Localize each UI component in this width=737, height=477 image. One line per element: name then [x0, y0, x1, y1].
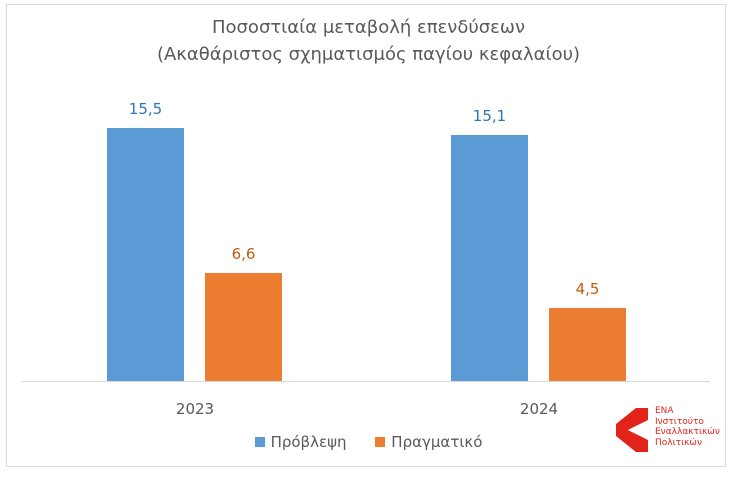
ena-logo-icon: [616, 408, 648, 452]
data-label-forecast-2023: 15,5: [128, 100, 163, 118]
bar-actual-2024: [549, 308, 626, 381]
logo-text: ΕΝΑ Ινστιτούτο Εναλλακτικών Πολιτικών: [655, 406, 720, 448]
data-label-forecast-2024: 15,1: [472, 107, 507, 125]
legend-swatch-forecast: [254, 437, 265, 447]
legend-swatch-actual: [375, 437, 386, 447]
chart-title: Ποσοστιαία μεταβολή επενδύσεων (Ακαθάρισ…: [0, 14, 737, 68]
legend-item-forecast: Πρόβλεψη: [254, 433, 347, 451]
category-label-2024: 2024: [519, 400, 559, 418]
x-axis-line: [22, 381, 710, 382]
category-label-2023: 2023: [175, 400, 215, 418]
data-label-actual-2023: 6,6: [231, 245, 256, 263]
bar-actual-2023: [205, 273, 282, 381]
logo-line-1: ΕΝΑ: [655, 406, 674, 416]
ena-institute-logo: ΕΝΑ Ινστιτούτο Εναλλακτικών Πολιτικών: [614, 406, 724, 456]
logo-line-3: Εναλλακτικών: [655, 427, 720, 437]
logo-line-2: Ινστιτούτο: [655, 416, 704, 427]
legend-label-forecast: Πρόβλεψη: [270, 433, 347, 451]
legend-label-actual: Πραγματικό: [391, 433, 483, 451]
title-line-1: Ποσοστιαία μεταβολή επενδύσεων: [211, 17, 526, 38]
title-line-2: (Ακαθάριστος σχηματισμός παγίου κεφαλαίο…: [156, 44, 581, 65]
bar-forecast-2023: [107, 128, 184, 381]
data-label-actual-2024: 4,5: [575, 280, 600, 298]
legend-item-actual: Πραγματικό: [375, 433, 482, 451]
bar-forecast-2024: [451, 135, 528, 381]
legend: Πρόβλεψη Πραγματικό: [0, 433, 737, 451]
logo-line-4: Πολιτικών: [655, 437, 702, 448]
